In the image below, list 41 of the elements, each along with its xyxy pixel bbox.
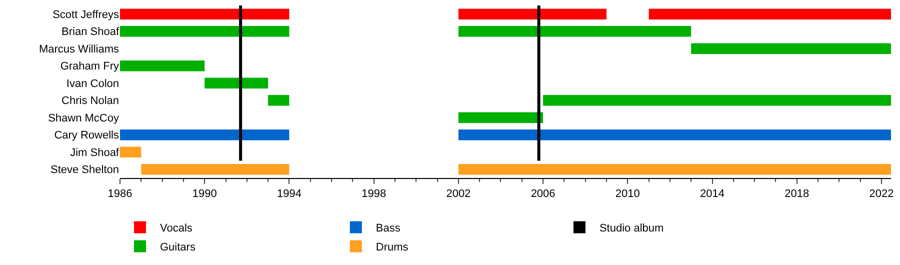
bar xyxy=(120,146,142,158)
bar xyxy=(543,95,891,106)
x-tick-label: 2010 xyxy=(615,188,640,200)
x-tick-label: 1994 xyxy=(276,188,302,200)
y-tick-label: Graham Fry xyxy=(60,60,120,73)
bar xyxy=(458,164,891,175)
bar xyxy=(204,78,268,88)
bar xyxy=(458,8,606,20)
x-tick-label: 1986 xyxy=(108,188,132,200)
y-tick-label: Ivan Colon xyxy=(66,78,119,90)
y-tick-label: Brian Shoaf xyxy=(62,26,120,38)
x-tick-label: 2006 xyxy=(530,188,556,200)
legend-label: Vocals xyxy=(160,222,193,235)
bar xyxy=(120,130,290,140)
y-tick-label: Steve Shelton xyxy=(50,164,119,176)
bar xyxy=(691,43,891,54)
y-tick-label: Marcus Williams xyxy=(38,43,120,56)
x-tick-label: 1998 xyxy=(362,188,386,200)
bar xyxy=(458,112,544,123)
bar xyxy=(120,60,205,72)
y-tick-label: Jim Shoaf xyxy=(70,146,120,159)
x-tick-label: 2014 xyxy=(700,188,724,200)
x-tick-label: 2022 xyxy=(869,188,894,200)
y-tick-label: Scott Jeffreys xyxy=(52,8,120,21)
bar xyxy=(120,26,290,37)
legend-label: Guitars xyxy=(160,242,196,254)
bar xyxy=(120,8,290,20)
legend-label: Drums xyxy=(376,242,409,254)
bar xyxy=(458,130,891,140)
legend-label: Studio album xyxy=(599,222,664,235)
y-tick-label: Chris Nolan xyxy=(62,95,119,108)
bar xyxy=(268,95,290,106)
x-tick-label: 2018 xyxy=(784,188,810,200)
x-tick-label: 2002 xyxy=(446,188,471,200)
bar xyxy=(648,8,891,20)
x-tick-label: 1990 xyxy=(192,188,217,200)
y-tick-label: Shawn McCoy xyxy=(48,112,120,124)
y-tick-label: Cary Rowells xyxy=(54,130,120,142)
bar xyxy=(458,26,692,37)
legend-label: Bass xyxy=(376,222,401,235)
bar xyxy=(141,164,290,175)
